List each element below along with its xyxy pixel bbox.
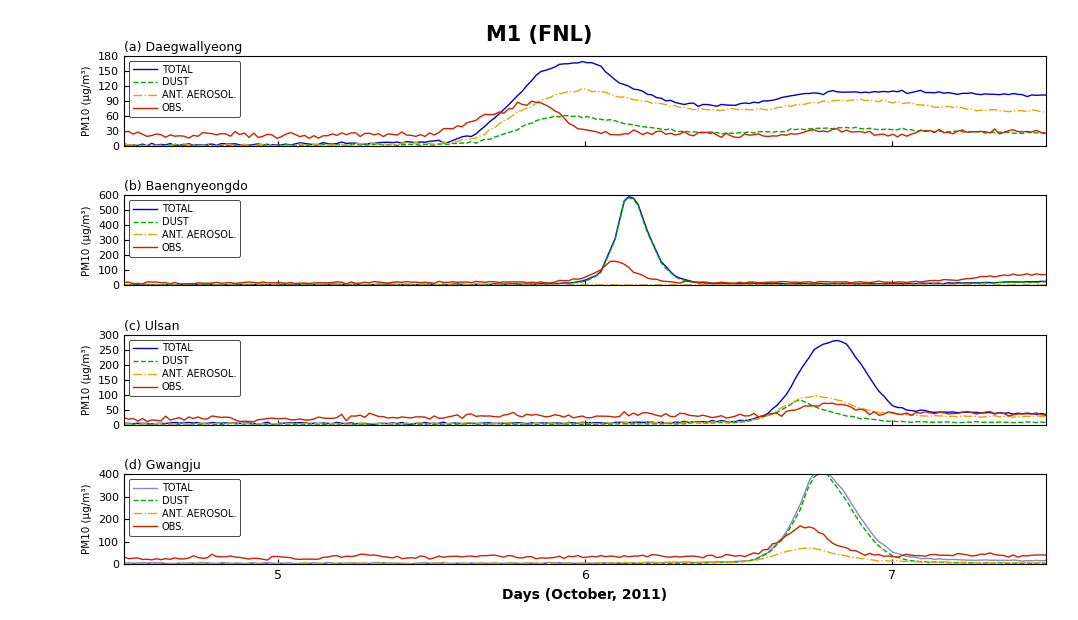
Legend: TOTAL, DUST, ANT. AEROSOL., OBS.: TOTAL, DUST, ANT. AEROSOL., OBS. (129, 200, 240, 257)
Y-axis label: PM10 (μg/m³): PM10 (μg/m³) (82, 345, 93, 415)
Text: M1 (FNL): M1 (FNL) (486, 25, 592, 45)
Legend: TOTAL, DUST, ANT. AEROSOL., OBS.: TOTAL, DUST, ANT. AEROSOL., OBS. (129, 479, 240, 536)
Text: (b) Baengnyeongdo: (b) Baengnyeongdo (124, 180, 248, 193)
X-axis label: Days (October, 2011): Days (October, 2011) (502, 588, 667, 601)
Y-axis label: PM10 (μg/m³): PM10 (μg/m³) (82, 205, 93, 275)
Legend: TOTAL, DUST, ANT. AEROSOL., OBS.: TOTAL, DUST, ANT. AEROSOL., OBS. (129, 61, 240, 117)
Text: (c) Ulsan: (c) Ulsan (124, 320, 179, 333)
Text: (a) Daegwallyeong: (a) Daegwallyeong (124, 41, 243, 54)
Legend: TOTAL, DUST, ANT. AEROSOL., OBS.: TOTAL, DUST, ANT. AEROSOL., OBS. (129, 340, 240, 396)
Text: (d) Gwangju: (d) Gwangju (124, 459, 201, 472)
Y-axis label: PM10 (μg/m³): PM10 (μg/m³) (82, 484, 93, 554)
Y-axis label: PM10 (μg/m³): PM10 (μg/m³) (82, 66, 93, 136)
